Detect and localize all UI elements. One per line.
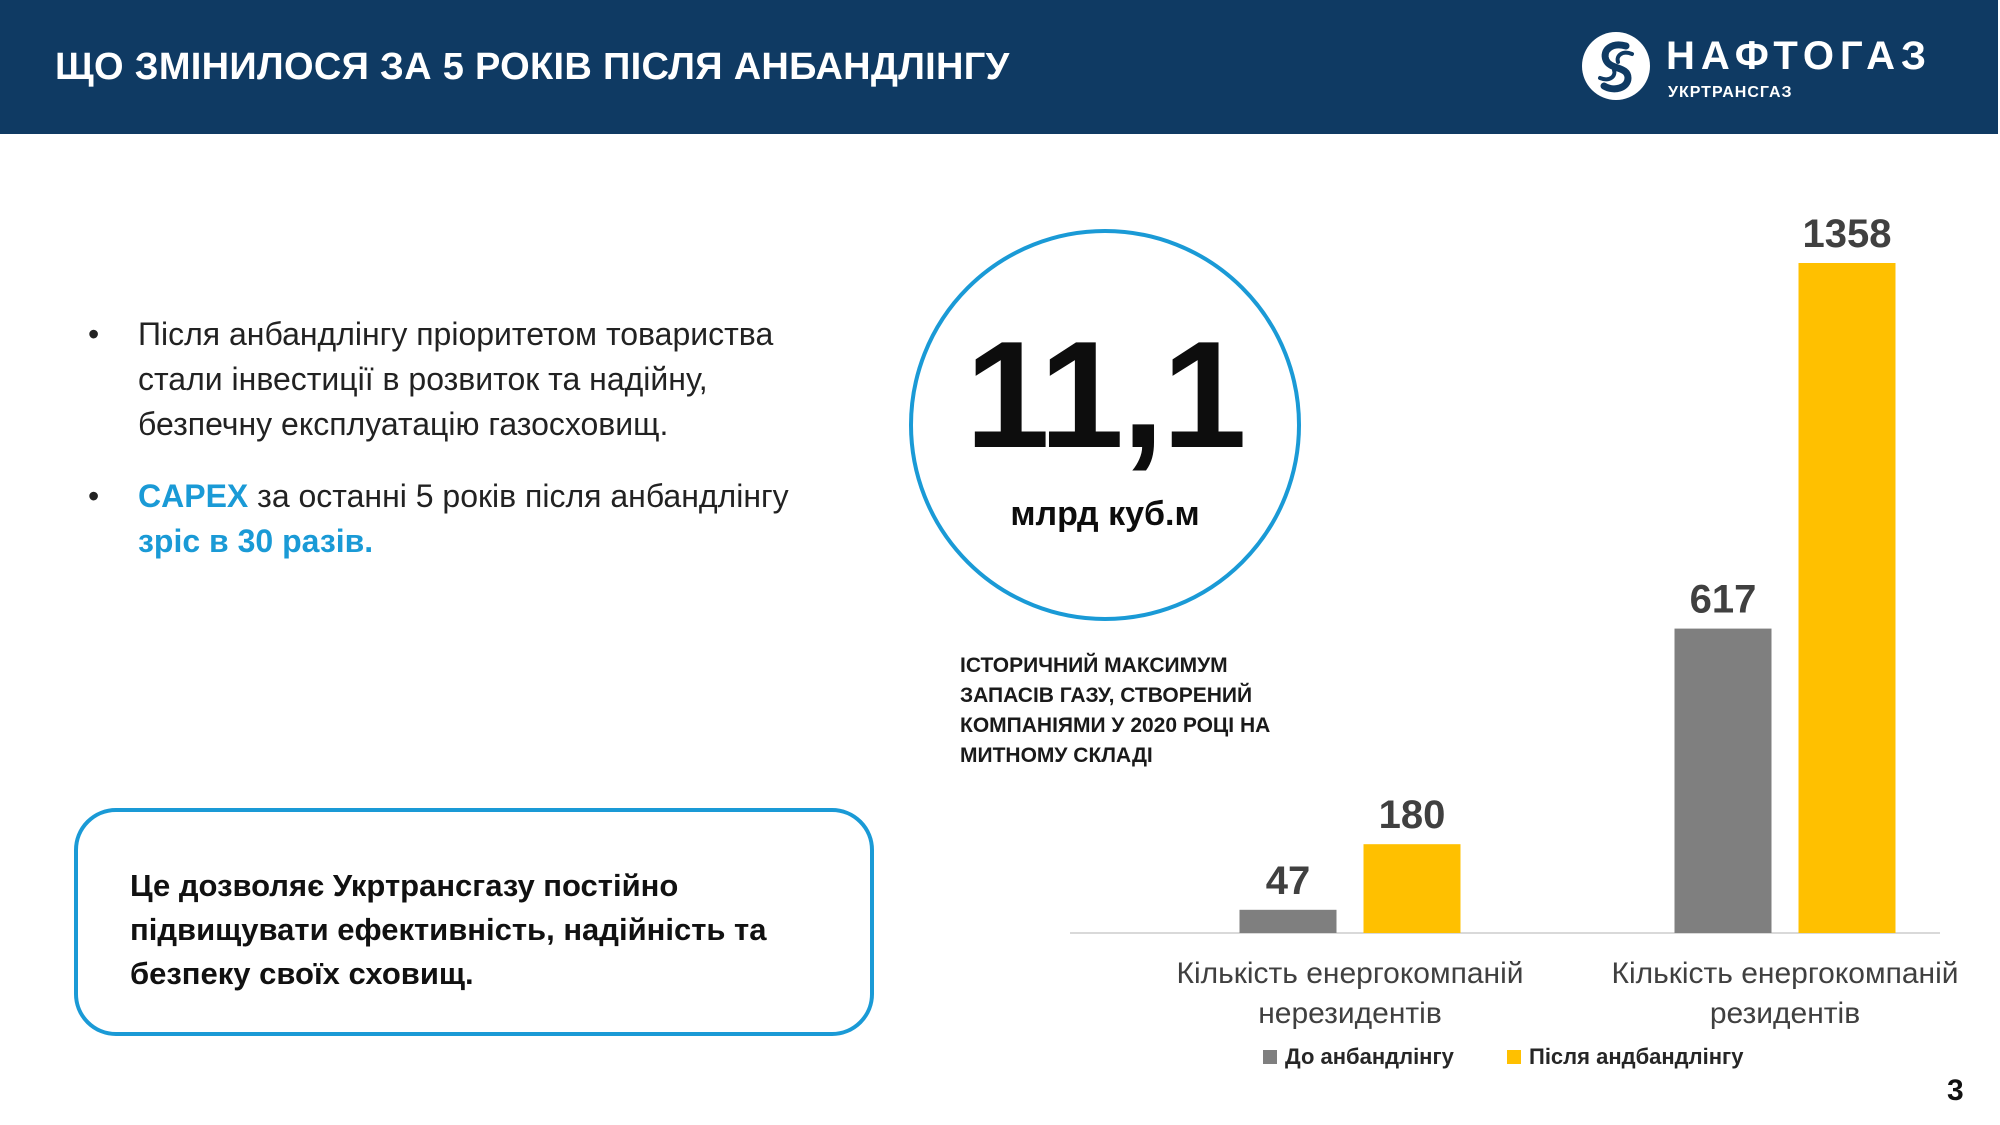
naftogaz-logo-icon [1582, 32, 1650, 100]
header-bar: ЩО ЗМІНИЛОСЯ ЗА 5 РОКІВ ПІСЛЯ АНБАНДЛІНГ… [0, 0, 1998, 134]
bullet-dot: • [88, 478, 100, 514]
growth-highlight: зріс в 30 разів [138, 523, 365, 559]
bar-chart: 47 617 180 1358 Кількість енергокомпаній нере… [1060, 150, 1960, 1100]
bar [1674, 628, 1772, 933]
stat-caption: ІСТОРИЧНИЙ МАКСИМУМ ЗАПАСІВ ГАЗУ, СТВОРЕ… [960, 654, 1271, 767]
summary-text: Це дозволяє Укртрансгазу постійно підвищ… [130, 868, 767, 991]
category-label: Кількість енергокомпаній [1611, 957, 1958, 990]
category-label: резидентів [1710, 997, 1860, 1030]
bullet-period: . [364, 523, 374, 559]
legend-swatch [1507, 1050, 1521, 1064]
legend-swatch [1263, 1050, 1277, 1064]
bar [1363, 844, 1461, 933]
page-number: 3 [1947, 1074, 1964, 1107]
legend-label: До анбандлінгу [1285, 1044, 1455, 1069]
bullet-dot: • [88, 316, 100, 352]
naftogaz-logo: НАФТОГАЗ УКРТРАНСГАЗ [1582, 32, 1932, 106]
chart-canvas: 47 617 180 1358 Кількість енергокомпаній нере… [1070, 212, 1959, 1069]
bar [1239, 909, 1337, 933]
stat-unit: млрд куб.м [1010, 495, 1200, 533]
category-label: нерезидентів [1258, 997, 1442, 1030]
data-label: 1358 [1803, 212, 1892, 256]
bullet-item-capex: • CAPEX за останні 5 років після анбандл… [88, 474, 808, 564]
data-label: 47 [1266, 859, 1311, 903]
stat-circle: 11,1 млрд куб.м [909, 229, 1301, 621]
bullet-item-investments: • Після анбандлінгу пріоритетом товарист… [88, 312, 808, 447]
page-title: ЩО ЗМІНИЛОСЯ ЗА 5 РОКІВ ПІСЛЯ АНБАНДЛІНГ… [55, 46, 1010, 88]
capex-highlight: CAPEX [138, 478, 249, 514]
category-label: Кількість енергокомпаній [1176, 957, 1523, 990]
data-label: 180 [1379, 793, 1446, 837]
legend-label: Після андбандлінгу [1529, 1044, 1744, 1069]
stat-value: 11,1 [965, 310, 1246, 480]
summary-box: Це дозволяє Укртрансгазу постійно підвищ… [74, 808, 874, 1036]
data-label: 617 [1690, 578, 1757, 622]
bullet-list: • Після анбандлінгу пріоритетом товарист… [88, 312, 808, 591]
bar [1798, 263, 1896, 933]
logo-name: НАФТОГАЗ [1666, 34, 1933, 78]
bullet-text: Після анбандлінгу пріоритетом товариства… [138, 316, 774, 442]
bullet-text: за останні 5 років після анбандлінгу [248, 478, 789, 514]
logo-subtitle: УКРТРАНСГАЗ [1668, 84, 1793, 101]
